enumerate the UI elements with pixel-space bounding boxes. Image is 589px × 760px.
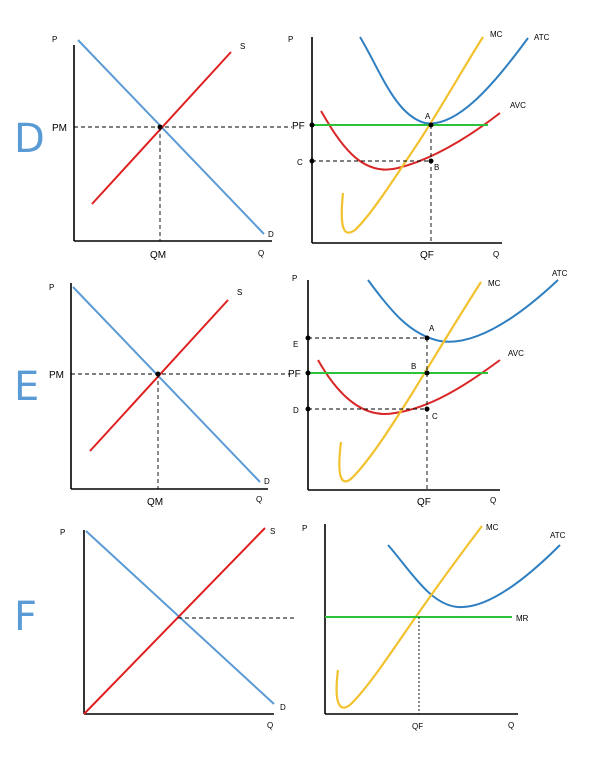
row-letter-d: D	[14, 116, 45, 162]
point-a	[428, 122, 434, 128]
atc-curve	[359, 36, 529, 125]
firm-graph-d: P Q PF C A B MC ATC AVC QF	[288, 30, 550, 261]
demand-label: D	[280, 703, 286, 712]
atc-curve	[387, 544, 561, 609]
cost-label-d: D	[293, 406, 299, 415]
demand-curve	[85, 530, 275, 705]
point-c	[424, 406, 430, 412]
y-axis-title: P	[288, 35, 293, 44]
x-axis-title: Q	[256, 495, 262, 504]
point-a-label: A	[429, 324, 435, 333]
mc-curve	[338, 281, 482, 483]
firm-graph-f: P Q MC ATC MR QF	[302, 523, 566, 731]
pf-axis-dot	[309, 122, 315, 128]
quantity-label: QM	[150, 250, 166, 261]
demand-curve	[77, 39, 265, 235]
price-label: PF	[288, 369, 301, 380]
e-axis-dot	[305, 335, 311, 341]
x-axis-title: Q	[490, 496, 496, 505]
y-axis-title: P	[49, 283, 54, 292]
atc-label: ATC	[552, 269, 568, 278]
x-axis-title: Q	[493, 250, 499, 259]
mc-curve	[335, 525, 483, 709]
avc-curve	[320, 110, 501, 171]
x-axis-title: Q	[267, 721, 273, 730]
demand-curve	[72, 286, 261, 483]
avc-curve	[317, 359, 501, 416]
demand-label: D	[268, 230, 274, 239]
supply-label: S	[270, 527, 275, 536]
y-axis-title: P	[60, 528, 65, 537]
supply-label: S	[237, 288, 242, 297]
point-c-label: C	[432, 412, 438, 421]
point-b	[428, 158, 434, 164]
atc-label: ATC	[550, 531, 566, 540]
price-label: PF	[292, 121, 305, 132]
row-e: E P Q S D PM QM P Q	[14, 269, 568, 508]
price-label: PM	[52, 123, 67, 134]
mr-label: MR	[516, 614, 529, 623]
equilibrium-point	[157, 124, 163, 130]
c-axis-dot	[309, 158, 315, 164]
demand-label: D	[264, 477, 270, 486]
d-axis-dot	[305, 406, 311, 412]
cost-label-e: E	[293, 340, 298, 349]
y-axis-title: P	[52, 35, 57, 44]
x-axis-title: Q	[258, 249, 264, 258]
y-axis-title: P	[292, 274, 297, 283]
avc-label: AVC	[508, 349, 524, 358]
cost-label-c: C	[297, 158, 303, 167]
supply-label: S	[240, 42, 245, 51]
pf-axis-dot	[305, 370, 311, 376]
market-graph-f: P Q S D	[60, 527, 296, 730]
row-letter-f: F	[14, 594, 37, 640]
equilibrium-point	[155, 371, 161, 377]
firm-graph-e: P Q E PF D A B C MC ATC AVC QF	[288, 269, 568, 508]
point-b-label: B	[434, 163, 439, 172]
quantity-label: QM	[147, 497, 163, 508]
mc-label: MC	[486, 523, 499, 532]
market-graph-e: P Q S D PM QM	[49, 283, 290, 508]
quantity-label: QF	[420, 250, 434, 261]
mc-label: MC	[490, 30, 503, 39]
supply-curve	[83, 527, 266, 715]
mc-label: MC	[488, 279, 501, 288]
point-b-label: B	[411, 362, 416, 371]
quantity-label: QF	[417, 497, 431, 508]
atc-label: ATC	[534, 33, 550, 42]
y-axis-title: P	[302, 524, 307, 533]
point-b	[424, 370, 430, 376]
quantity-label: QF	[412, 722, 423, 731]
x-axis-title: Q	[508, 721, 514, 730]
mc-curve	[340, 36, 484, 234]
row-d: D P Q S D PM QM P Q	[14, 30, 550, 261]
atc-curve	[367, 279, 559, 343]
row-f: F P Q S D P Q MC ATC MR QF	[14, 523, 566, 731]
row-letter-e: E	[14, 364, 39, 410]
avc-label: AVC	[510, 101, 526, 110]
point-a-label: A	[425, 112, 431, 121]
price-label: PM	[49, 370, 64, 381]
market-graph-d: P Q S D PM QM	[52, 35, 292, 261]
point-a	[424, 335, 430, 341]
